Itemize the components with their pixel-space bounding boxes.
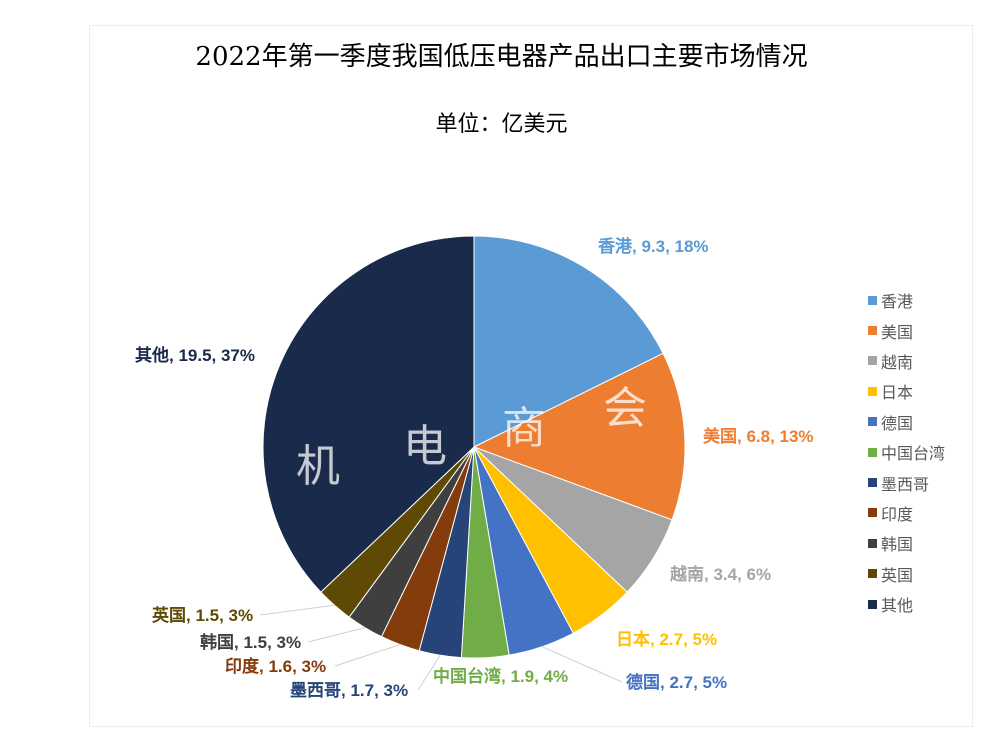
data-label-日本: 日本, 2.7, 5%: [616, 629, 717, 649]
legend-item-日本: 日本: [868, 376, 945, 406]
pie-slice-香港: [473, 235, 664, 448]
data-label-墨西哥: 墨西哥, 1.7, 3%: [290, 681, 408, 700]
legend-swatch: [868, 569, 877, 579]
legend-item-德国: 德国: [868, 407, 945, 437]
data-label-越南: 越南, 3.4, 6%: [669, 564, 771, 584]
pie-slice-美国: [472, 352, 686, 521]
data-label-其他: 其他, 19.5, 37%: [135, 345, 255, 365]
data-label-德国: 德国, 2.7, 5%: [626, 672, 727, 692]
legend-label: 日本: [881, 383, 914, 403]
leader-line-德国: [541, 646, 623, 683]
pie-slice-其他: [262, 235, 475, 593]
leader-line-韩国: [307, 627, 366, 643]
chart-title: 2022年第一季度我国低压电器产品出口主要市场情况: [195, 42, 808, 72]
legend-swatch: [868, 478, 877, 488]
legend-swatch: [868, 599, 877, 609]
watermark-char-4: 会: [603, 383, 647, 434]
legend-item-其他: 其他: [868, 589, 945, 619]
legend-item-中国台湾: 中国台湾: [868, 437, 945, 467]
legend-label: 越南: [881, 352, 914, 372]
legend-item-墨西哥: 墨西哥: [868, 467, 945, 497]
legend-swatch: [868, 447, 877, 457]
legend-label: 中国台湾: [881, 444, 946, 464]
legend-swatch: [868, 295, 877, 305]
legend-swatch: [868, 356, 877, 366]
leader-line-墨西哥: [417, 654, 441, 691]
data-label-香港: 香港, 9.3, 18%: [598, 236, 709, 256]
legend-swatch: [868, 326, 877, 336]
legend-swatch: [868, 508, 877, 518]
data-label-中国台湾: 中国台湾, 1.9, 4%: [433, 666, 568, 686]
legend-item-越南: 越南: [868, 346, 945, 376]
watermark-char-2: 电: [403, 421, 447, 472]
legend-swatch: [868, 538, 877, 548]
watermark-char-1: 机: [296, 441, 340, 492]
data-label-韩国: 韩国, 1.5, 3%: [200, 632, 301, 652]
legend-item-美国: 美国: [868, 315, 945, 345]
legend-item-英国: 英国: [868, 559, 945, 589]
legend-label: 香港: [881, 292, 914, 312]
legend-label: 美国: [881, 322, 914, 342]
legend-label: 英国: [881, 565, 914, 585]
leader-line-英国: [259, 604, 335, 616]
legend-item-韩国: 韩国: [868, 528, 945, 558]
legend-swatch: [868, 417, 877, 427]
legend-item-印度: 印度: [868, 498, 945, 528]
data-label-美国: 美国, 6.8, 13%: [703, 426, 814, 446]
legend-label: 印度: [881, 504, 914, 524]
data-label-英国: 英国, 1.5, 3%: [152, 605, 253, 625]
legend-label: 德国: [881, 413, 914, 433]
legend-item-香港: 香港: [868, 285, 945, 315]
legend-label: 韩国: [881, 535, 914, 555]
legend: 香港美国越南日本德国中国台湾墨西哥印度韩国英国其他: [868, 285, 945, 619]
legend-label: 墨西哥: [881, 474, 930, 494]
legend-swatch: [868, 386, 877, 396]
legend-label: 其他: [881, 596, 914, 616]
watermark-char-3: 商: [502, 403, 546, 454]
data-label-印度: 印度, 1.6, 3%: [225, 656, 326, 676]
leader-line-印度: [334, 644, 401, 667]
chart-subtitle: 单位：亿美元: [435, 112, 568, 137]
